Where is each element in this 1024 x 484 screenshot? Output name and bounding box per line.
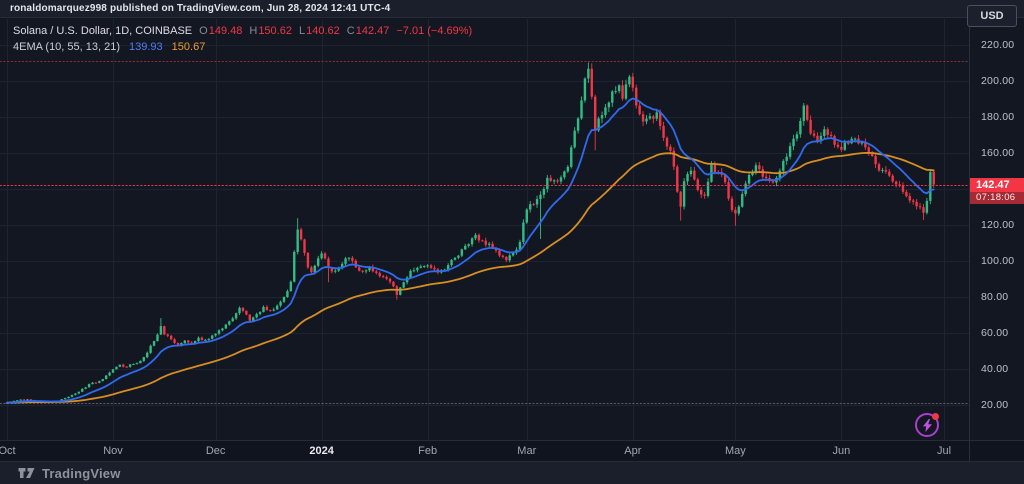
price-axis-label: 80.00	[981, 291, 1009, 303]
time-axis[interactable]: Oct Nov Dec 2024 Feb Mar Apr May Jun Jul	[0, 440, 1024, 462]
candlestick-chart[interactable]	[0, 19, 969, 440]
price-axis[interactable]: 142.47 07:18:06 220.00 200.00 180.00 160.00…	[970, 19, 1024, 440]
tradingview-brand[interactable]: TradingView	[42, 465, 121, 481]
symbol-title[interactable]: Solana / U.S. Dollar, 1D, COINBASE	[13, 25, 193, 37]
time-axis-label: Jul	[936, 445, 952, 457]
high-value: 150.62	[258, 25, 292, 37]
open-value: 149.48	[208, 25, 243, 37]
close-label: C	[346, 25, 355, 37]
time-axis-label: Mar	[517, 445, 537, 457]
symbol-row: Solana / U.S. Dollar, 1D, COINBASE O149.4…	[13, 23, 472, 39]
indicator-title[interactable]: 4EMA (10, 55, 13, 21)	[13, 41, 121, 53]
time-axis-label: Oct	[0, 445, 16, 457]
last-price-value: 142.47	[970, 177, 1024, 192]
price-axis-label: 20.00	[981, 399, 1009, 411]
notification-dot	[932, 413, 939, 420]
indicator-value-slow: 150.67	[171, 41, 206, 53]
price-axis-label: 220.00	[981, 39, 1015, 51]
time-axis-label: Apr	[624, 445, 642, 457]
time-axis-label: Feb	[418, 445, 438, 457]
price-axis-label: 180.00	[981, 111, 1015, 123]
price-axis-label: 60.00	[981, 327, 1009, 339]
indicator-row: 4EMA (10, 55, 13, 21) 139.93 150.67	[13, 39, 472, 55]
lightning-icon	[917, 415, 937, 435]
open-label: O	[199, 25, 208, 37]
price-axis-label: 120.00	[981, 219, 1015, 231]
time-axis-label: 2024	[309, 445, 334, 457]
price-axis-label: 200.00	[981, 75, 1015, 87]
indicator-value-fast: 139.93	[129, 41, 163, 53]
tradingview-logo-icon[interactable]	[18, 466, 35, 480]
footer-bar: TradingView	[0, 462, 1024, 484]
close-value: 142.47	[355, 25, 390, 37]
time-axis-label: Dec	[205, 445, 226, 457]
low-label: L	[298, 25, 306, 37]
last-price-tag: 142.47 07:18:06	[970, 177, 1024, 204]
price-axis-label: 160.00	[981, 147, 1015, 159]
price-axis-label: 100.00	[981, 255, 1015, 267]
change-value: −7.01 (−4.69%)	[396, 25, 473, 37]
currency-toggle-button[interactable]: USD	[967, 5, 1017, 27]
publish-bar: ronaldomarquez998 published on TradingVi…	[0, 0, 1024, 18]
time-axis-label: May	[725, 445, 746, 457]
publish-text: ronaldomarquez998 published on TradingVi…	[10, 3, 391, 14]
boost-button[interactable]	[915, 413, 939, 437]
axis-border	[969, 19, 970, 462]
low-value: 140.62	[306, 25, 340, 37]
time-axis-label: Nov	[103, 445, 123, 457]
time-axis-label: Jun	[832, 445, 851, 457]
price-axis-label: 40.00	[981, 363, 1009, 375]
chart-legend: Solana / U.S. Dollar, 1D, COINBASE O149.4…	[13, 23, 472, 55]
bar-countdown: 07:18:06	[970, 191, 1024, 204]
high-label: H	[249, 25, 258, 37]
